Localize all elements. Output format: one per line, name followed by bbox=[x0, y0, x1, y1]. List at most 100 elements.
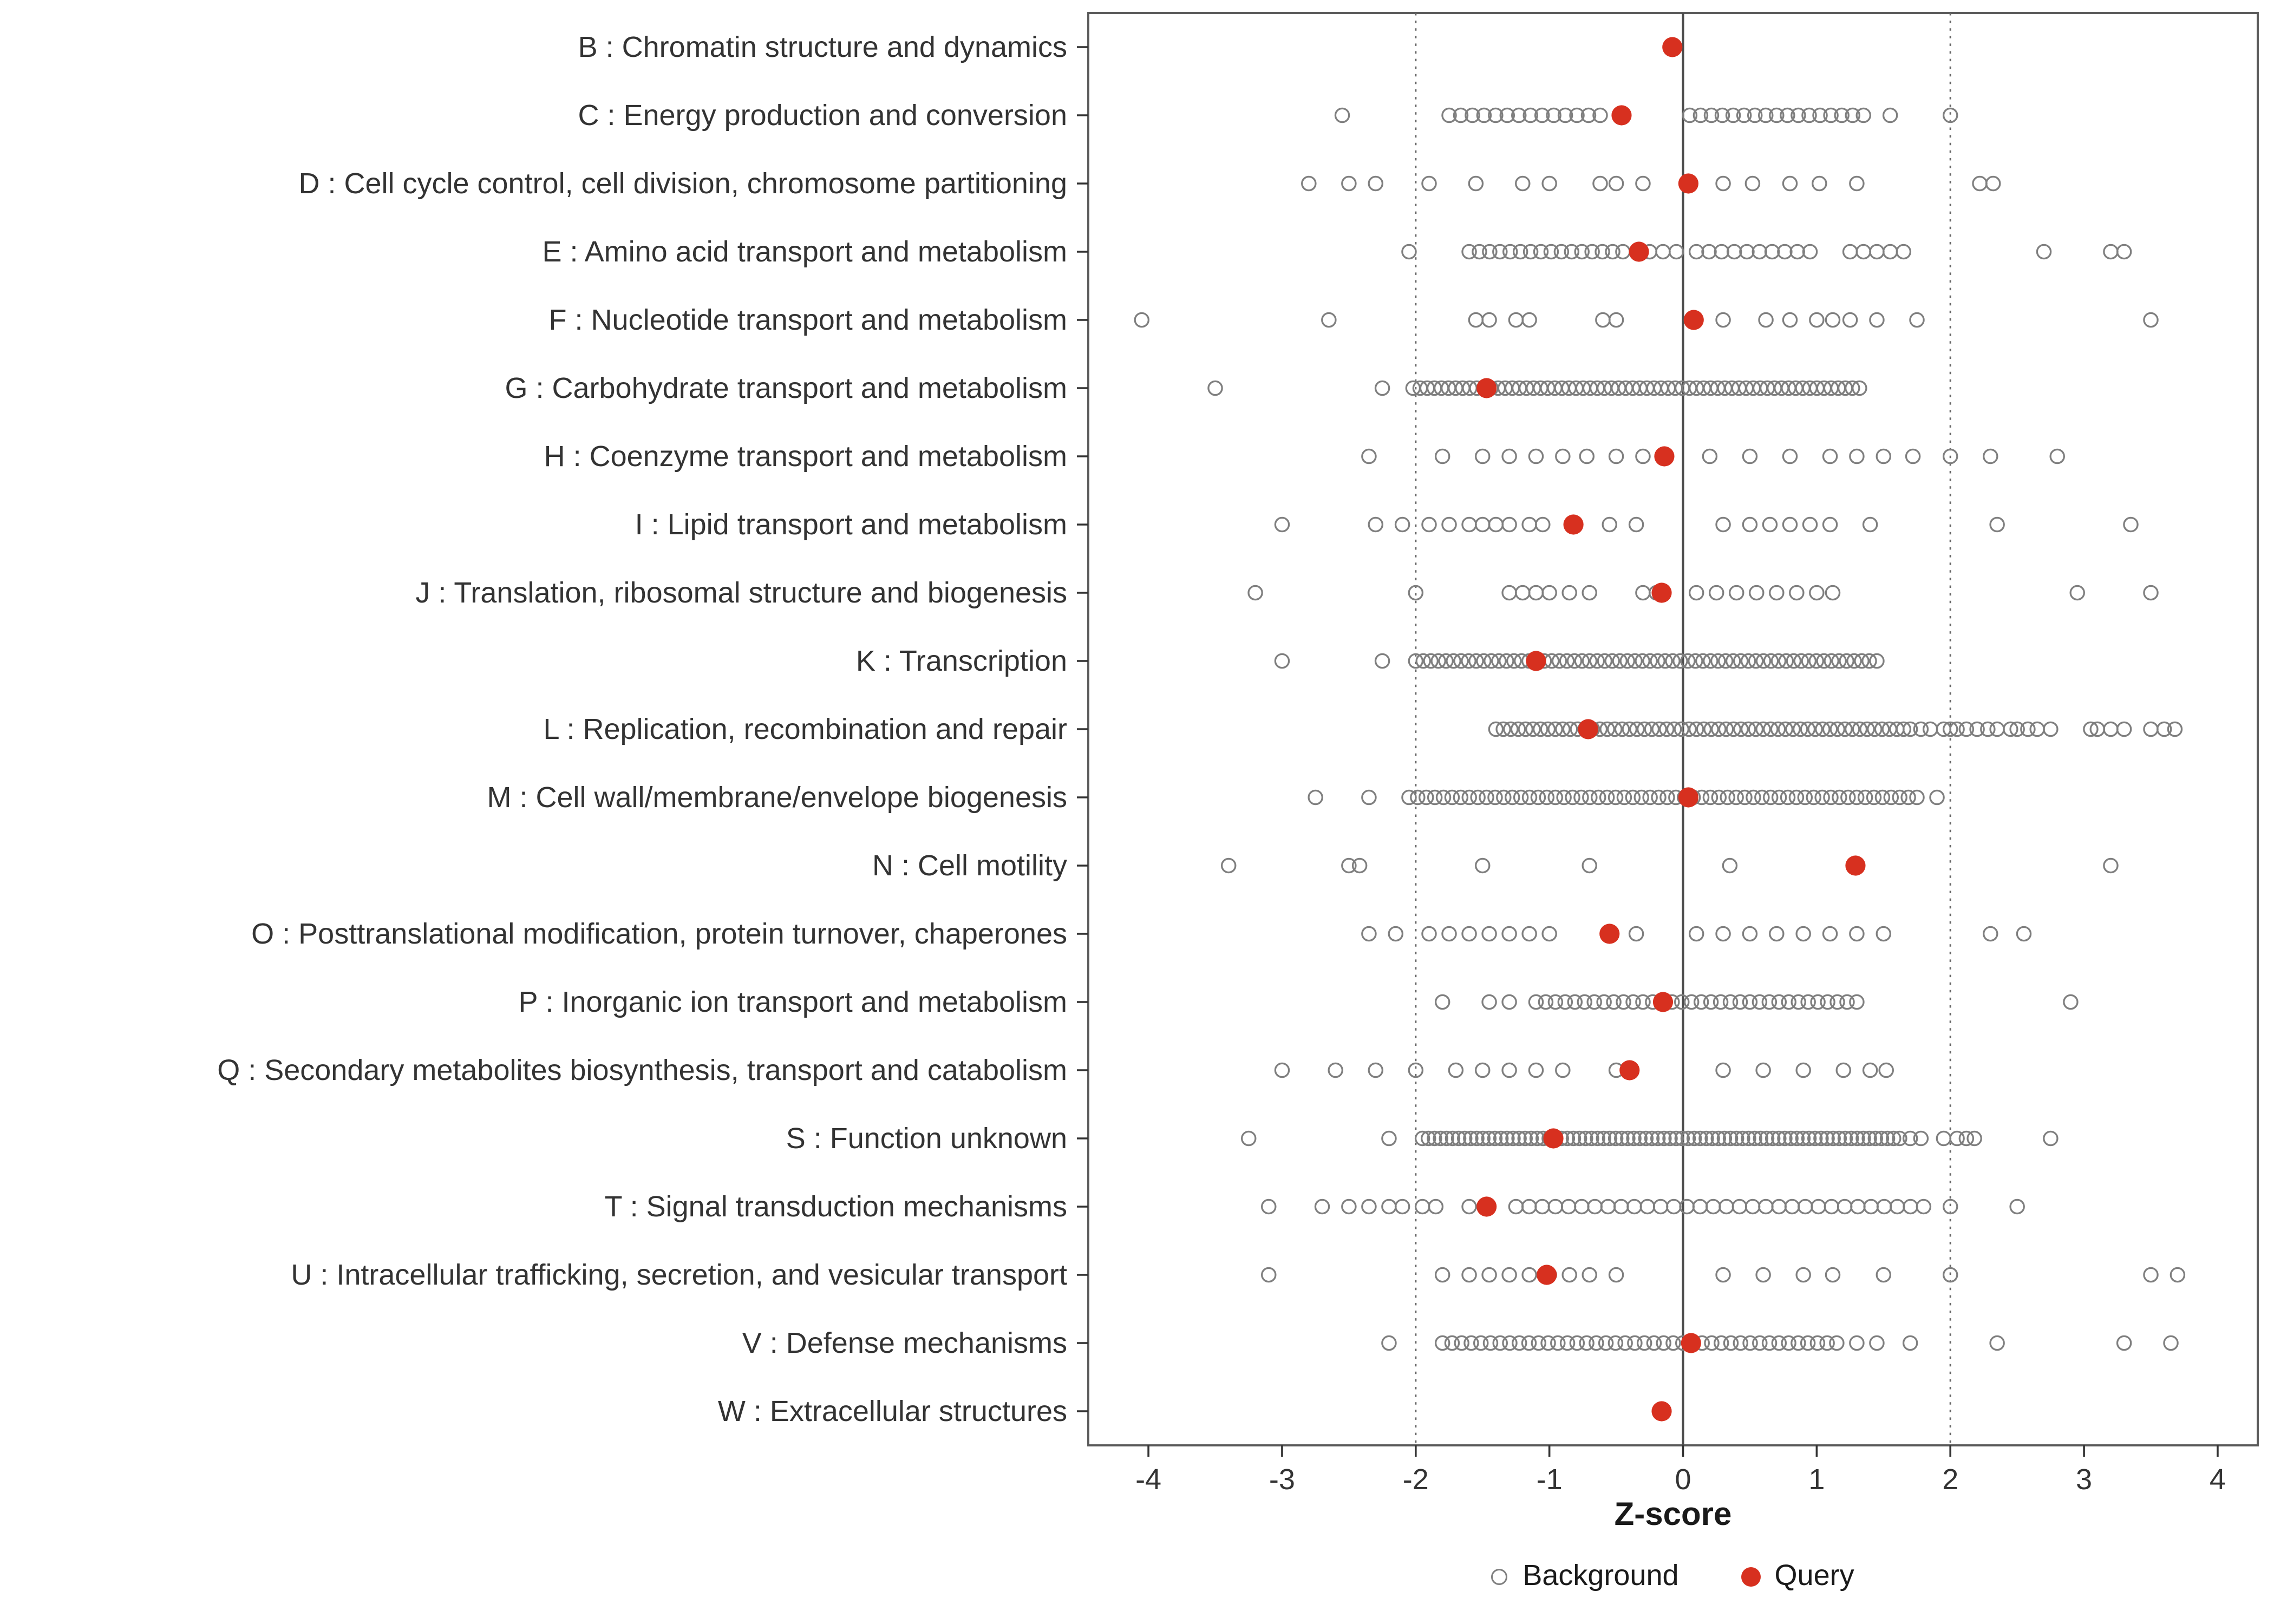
background-point bbox=[1368, 175, 1383, 192]
background-point bbox=[1463, 1130, 1479, 1147]
background-point bbox=[1688, 926, 1704, 942]
x-tick-label: 4 bbox=[2210, 1463, 2226, 1496]
background-point bbox=[1608, 1130, 1624, 1147]
background-point bbox=[1388, 926, 1404, 942]
background-point bbox=[1517, 1130, 1533, 1147]
background-point bbox=[1702, 789, 1718, 806]
query-point bbox=[1845, 855, 1866, 876]
background-point bbox=[1445, 1130, 1461, 1147]
background-point bbox=[2049, 448, 2065, 464]
background-point bbox=[1607, 721, 1623, 737]
background-point bbox=[1680, 653, 1696, 669]
background-point bbox=[1419, 789, 1434, 806]
background-point bbox=[1942, 721, 1958, 737]
background-point bbox=[1850, 1130, 1865, 1147]
background-point bbox=[1763, 721, 1779, 737]
background-point bbox=[1582, 585, 1597, 601]
background-point bbox=[1608, 789, 1624, 806]
query-point bbox=[1543, 1128, 1564, 1149]
background-point bbox=[1825, 312, 1841, 328]
background-point bbox=[1616, 789, 1632, 806]
background-point bbox=[1949, 1130, 1965, 1147]
y-axis-label: W : Extracellular structures bbox=[718, 1395, 1067, 1427]
background-point bbox=[1538, 994, 1554, 1010]
background-point bbox=[1693, 107, 1709, 123]
background-point bbox=[1782, 312, 1798, 328]
legend-label-query: Query bbox=[1774, 1559, 1854, 1592]
y-axis-label: F : Nucleotide transport and metabolism bbox=[549, 304, 1067, 336]
background-point bbox=[1625, 994, 1641, 1010]
background-point bbox=[1869, 1335, 1885, 1351]
background-point bbox=[1438, 653, 1454, 669]
background-point bbox=[2116, 721, 2132, 737]
background-point bbox=[1703, 107, 1720, 123]
background-point bbox=[1582, 857, 1597, 874]
background-point bbox=[1577, 994, 1592, 1010]
background-point bbox=[1518, 721, 1534, 737]
background-point bbox=[2069, 585, 2085, 601]
background-point bbox=[1469, 1130, 1485, 1147]
background-point bbox=[1614, 721, 1630, 737]
background-point bbox=[1822, 448, 1838, 464]
background-point bbox=[1553, 244, 1570, 260]
background-point bbox=[1479, 789, 1494, 806]
background-point bbox=[1703, 653, 1718, 669]
background-point bbox=[1441, 516, 1457, 533]
background-point bbox=[1674, 994, 1690, 1010]
background-point bbox=[1839, 994, 1855, 1010]
background-point bbox=[1665, 653, 1681, 669]
background-point bbox=[1556, 789, 1572, 806]
background-point bbox=[1361, 789, 1377, 806]
background-point bbox=[1800, 1335, 1816, 1351]
y-axis-label: G : Carbohydrate transport and metabolis… bbox=[505, 372, 1068, 404]
background-point bbox=[2043, 721, 2059, 737]
background-point bbox=[1761, 1335, 1778, 1351]
background-point bbox=[1823, 789, 1839, 806]
background-point bbox=[1533, 244, 1549, 260]
background-point bbox=[1368, 1062, 1383, 1078]
background-point bbox=[1849, 1335, 1865, 1351]
legend-label-background: Background bbox=[1522, 1559, 1679, 1592]
background-point bbox=[1434, 448, 1450, 464]
background-point bbox=[2163, 1335, 2179, 1351]
background-point bbox=[1701, 244, 1717, 260]
background-point bbox=[1810, 994, 1826, 1010]
query-point bbox=[1578, 719, 1598, 739]
background-point bbox=[1755, 1062, 1771, 1078]
background-point bbox=[1656, 1130, 1672, 1147]
background-point bbox=[1829, 721, 1846, 737]
background-point bbox=[1421, 926, 1437, 942]
background-point bbox=[1465, 107, 1480, 123]
background-point bbox=[1966, 1130, 1982, 1147]
background-point bbox=[1835, 1062, 1851, 1078]
background-point bbox=[1394, 516, 1410, 533]
background-point bbox=[1789, 585, 1805, 601]
background-point bbox=[1758, 312, 1774, 328]
background-point bbox=[1668, 1130, 1684, 1147]
background-point-icon bbox=[1492, 1568, 1508, 1584]
background-point bbox=[1628, 926, 1644, 942]
x-tick-label: -2 bbox=[1403, 1463, 1429, 1496]
background-point bbox=[1769, 585, 1785, 601]
background-point bbox=[1782, 516, 1798, 533]
background-point bbox=[1604, 653, 1620, 669]
background-point bbox=[1492, 244, 1508, 260]
background-point bbox=[1693, 994, 1709, 1010]
background-point bbox=[1711, 789, 1727, 806]
y-axis-label: V : Defense mechanisms bbox=[742, 1327, 1067, 1359]
background-point bbox=[2123, 516, 2139, 533]
background-point bbox=[1567, 994, 1583, 1010]
legend: Background Query bbox=[1088, 1559, 2258, 1593]
background-point bbox=[1688, 585, 1704, 601]
background-point bbox=[1586, 994, 1602, 1010]
background-point bbox=[1512, 1335, 1527, 1351]
background-point bbox=[1488, 721, 1504, 737]
background-point bbox=[1434, 1335, 1450, 1351]
background-point bbox=[1693, 1130, 1708, 1147]
background-point bbox=[1491, 653, 1507, 669]
background-point bbox=[1617, 1335, 1633, 1351]
background-point bbox=[1608, 1267, 1624, 1283]
background-point bbox=[1415, 653, 1432, 669]
background-point bbox=[1688, 653, 1703, 669]
background-point bbox=[1662, 1130, 1678, 1147]
